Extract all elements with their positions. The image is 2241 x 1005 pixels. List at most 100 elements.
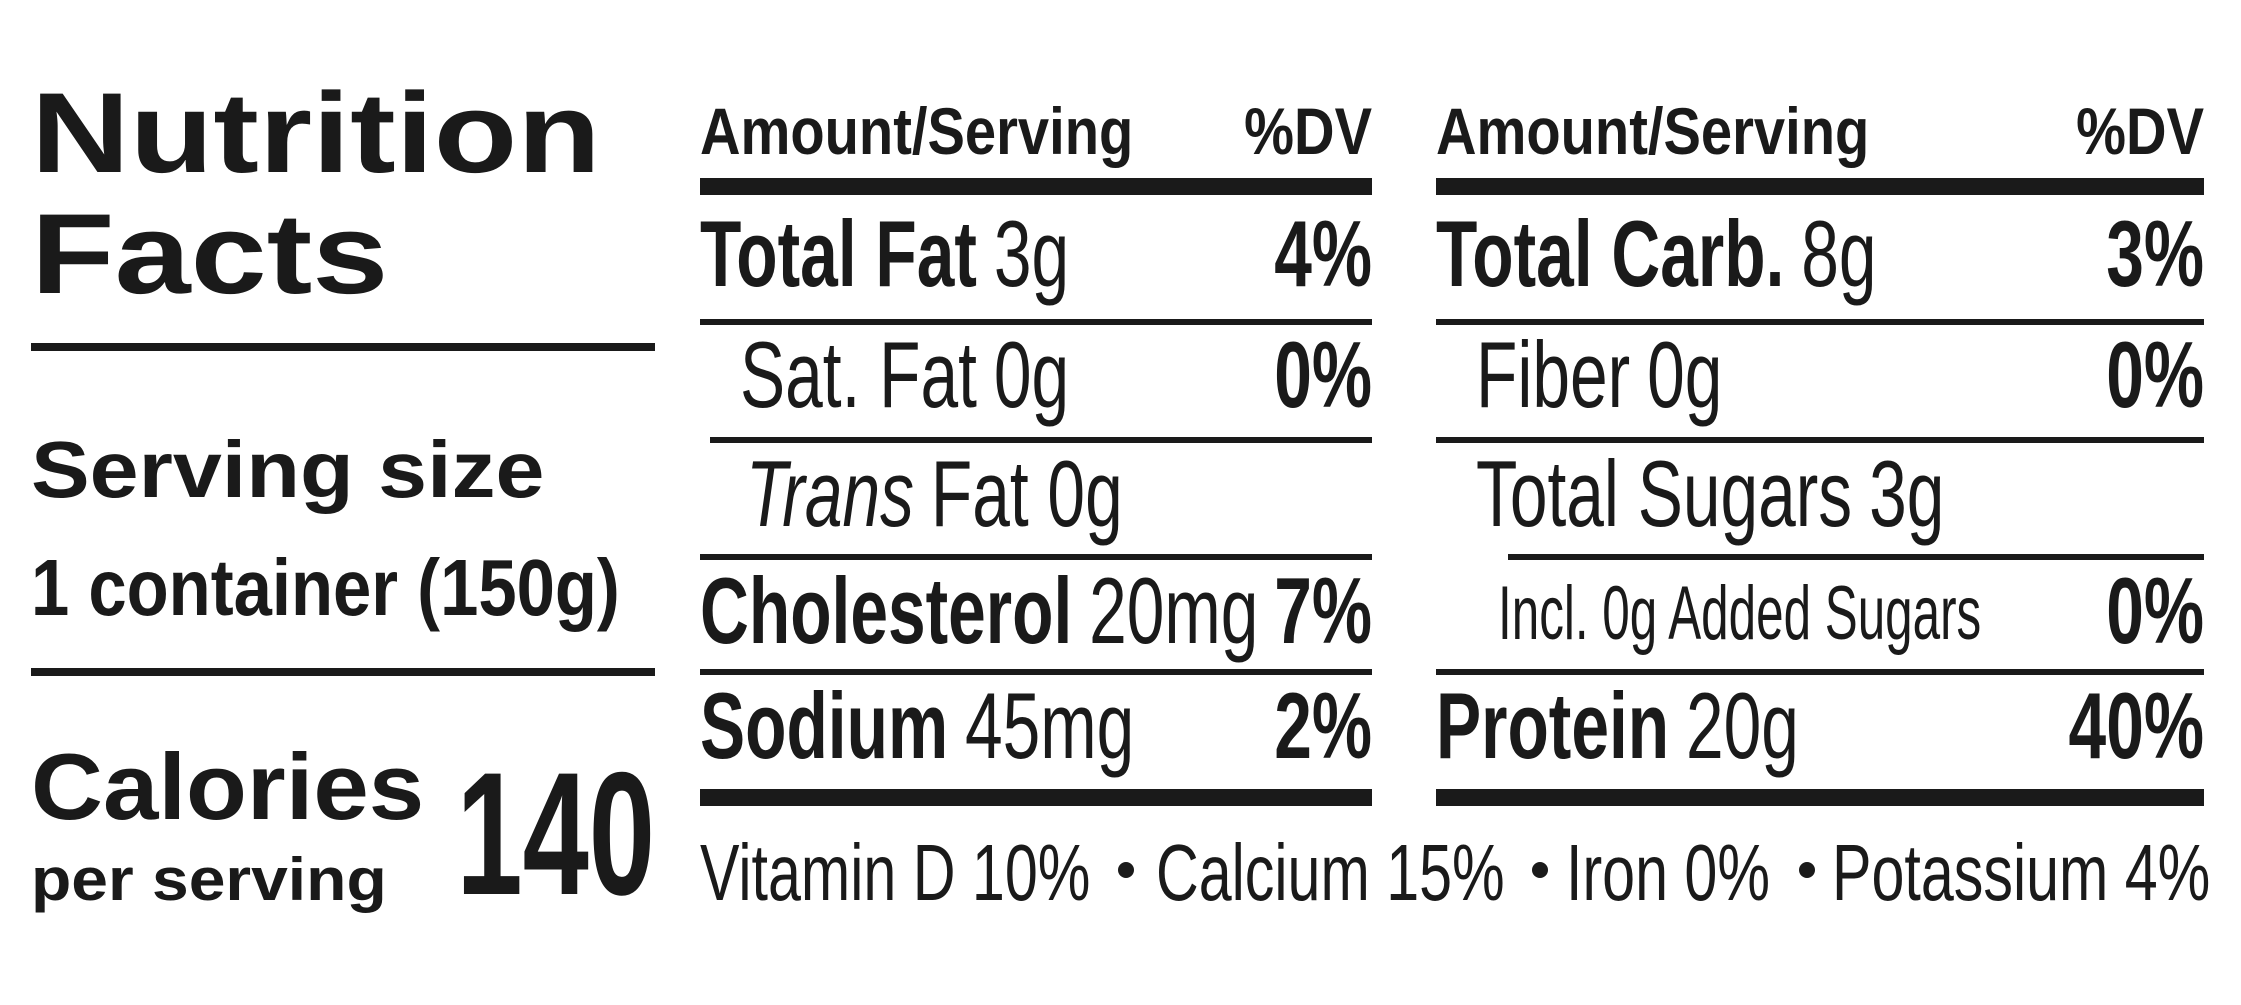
nutrient-group: Sat. Fat 0g <box>740 323 1069 427</box>
footer-item-group: Calcium 15% <box>1156 827 1505 917</box>
bullet <box>1799 862 1815 878</box>
nutrient-part: 3g <box>994 202 1069 306</box>
nutrient-part: 0g <box>1647 323 1722 427</box>
daily-value-part: 0% <box>2106 559 2204 663</box>
header-rule <box>700 178 1372 195</box>
nutrient: Protein 20g <box>1436 674 1799 778</box>
column-header-group: %DV <box>2076 95 2204 168</box>
nutrient-part: Incl. 0g Added Sugars <box>1498 570 1981 655</box>
daily-value-part: 40% <box>2069 674 2204 778</box>
daily-value: 7% <box>1274 559 1372 663</box>
nutrient-part: Sodium <box>700 674 948 778</box>
daily-value: 3% <box>2106 202 2204 306</box>
daily-value-part: 0% <box>2106 323 2204 427</box>
column-header: Amount/Serving <box>1436 95 1869 168</box>
daily-value-group: 40% <box>2069 674 2204 778</box>
nutrient-part: Sat. Fat <box>740 323 977 427</box>
title-group: Nutrition <box>31 69 601 197</box>
column-header: Amount/Serving <box>700 95 1133 168</box>
footer-item: Calcium 15% <box>1156 827 1505 917</box>
column-header-group: %DV <box>1244 95 1372 168</box>
title: Facts <box>31 190 388 318</box>
daily-value: 0% <box>2106 559 2204 663</box>
title: Nutrition <box>31 69 601 197</box>
daily-value-group: 0% <box>2106 323 2204 427</box>
nutrient: Total Fat 3g <box>700 202 1069 306</box>
serving-label-group: Serving size <box>31 425 544 514</box>
bullet <box>1118 862 1134 878</box>
nutrient-part: 8g <box>1801 202 1876 306</box>
calories-label-part: Calories <box>31 734 424 840</box>
row-rule <box>700 669 1372 675</box>
nutrient-part: Total Fat <box>700 202 977 306</box>
nutrient-part: Trans <box>746 442 914 546</box>
title-part: Nutrition <box>31 69 601 197</box>
daily-value-part: 2% <box>1274 674 1372 778</box>
footer-item-group: Potassium 4% <box>1832 827 2210 917</box>
calories-value-group: 140 <box>456 736 655 931</box>
column-header-part: %DV <box>2076 95 2204 168</box>
daily-value-part: 7% <box>1274 559 1372 663</box>
serving-label-part: Serving size <box>31 425 544 514</box>
daily-value-group: 4% <box>1274 202 1372 306</box>
nutrient-part: 45mg <box>965 674 1134 778</box>
nutrient-group: Total Carb. 8g <box>1436 202 1877 306</box>
footer-item: Potassium 4% <box>1832 827 2210 917</box>
calories-sublabel-part: per serving <box>31 847 387 914</box>
nutrient-part: Total Carb. <box>1436 202 1784 306</box>
daily-value-part: 4% <box>1274 202 1372 306</box>
nutrient-part: Total Sugars <box>1476 442 1852 546</box>
daily-value-part: 3% <box>2106 202 2204 306</box>
column-header-group: Amount/Serving <box>700 95 1133 168</box>
header-rule <box>1436 178 2204 195</box>
footer-item-group: Vitamin D 10% <box>700 827 1090 917</box>
nutrient-group: Incl. 0g Added Sugars <box>1498 570 1981 655</box>
nutrient-part: Protein <box>1436 674 1669 778</box>
nutrient-group: Fiber 0g <box>1476 323 1722 427</box>
rule <box>31 343 655 351</box>
nutrient: Sodium 45mg <box>700 674 1134 778</box>
title-part: Facts <box>31 190 388 318</box>
footer-item: Vitamin D 10% <box>700 827 1090 917</box>
daily-value-group: 0% <box>2106 559 2204 663</box>
daily-value-group: 2% <box>1274 674 1372 778</box>
bullet <box>1532 862 1548 878</box>
column-header: %DV <box>1244 95 1372 168</box>
title-group: Facts <box>31 190 388 318</box>
nutrient-group: Trans Fat 0g <box>746 442 1123 546</box>
column-header-part: Amount/Serving <box>1436 95 1869 168</box>
nutrient-group: Total Fat 3g <box>700 202 1069 306</box>
nutrient-part: Cholesterol <box>700 559 1072 663</box>
calories-sublabel-group: per serving <box>31 847 387 914</box>
daily-value-group: 7% <box>1274 559 1372 663</box>
nutrient-part: 20mg <box>1089 559 1258 663</box>
row-rule <box>1436 319 2204 325</box>
daily-value: 4% <box>1274 202 1372 306</box>
row-rule <box>700 554 1372 560</box>
rule <box>31 668 655 676</box>
nutrient-part: 0g <box>994 323 1069 427</box>
footer-item-part: Potassium 4% <box>1832 827 2210 917</box>
daily-value-part: 0% <box>1274 323 1372 427</box>
footer-item-group: Iron 0% <box>1566 827 1770 917</box>
nutrient-part: Fiber <box>1476 323 1630 427</box>
row-rule <box>1436 437 2204 443</box>
footer-item-part: Calcium 15% <box>1156 827 1505 917</box>
column-header-part: Amount/Serving <box>700 95 1133 168</box>
footer-item: Iron 0% <box>1566 827 1770 917</box>
nutrient-group: Cholesterol 20mg <box>700 559 1258 663</box>
calories-label-group: Calories <box>31 734 424 840</box>
nutrient-part: Fat 0g <box>931 442 1123 546</box>
column-header-part: %DV <box>1244 95 1372 168</box>
daily-value-group: 3% <box>2106 202 2204 306</box>
bottom-rule <box>700 789 1372 806</box>
serving-label: Serving size <box>31 425 544 514</box>
calories-label: Calories <box>31 734 424 840</box>
serving-value: 1 container (150g) <box>31 542 620 632</box>
nutrient: Total Sugars 3g <box>1476 442 1944 546</box>
nutrient: Incl. 0g Added Sugars <box>1498 570 1981 655</box>
column-header: %DV <box>2076 95 2204 168</box>
nutrient: Fiber 0g <box>1476 323 1722 427</box>
